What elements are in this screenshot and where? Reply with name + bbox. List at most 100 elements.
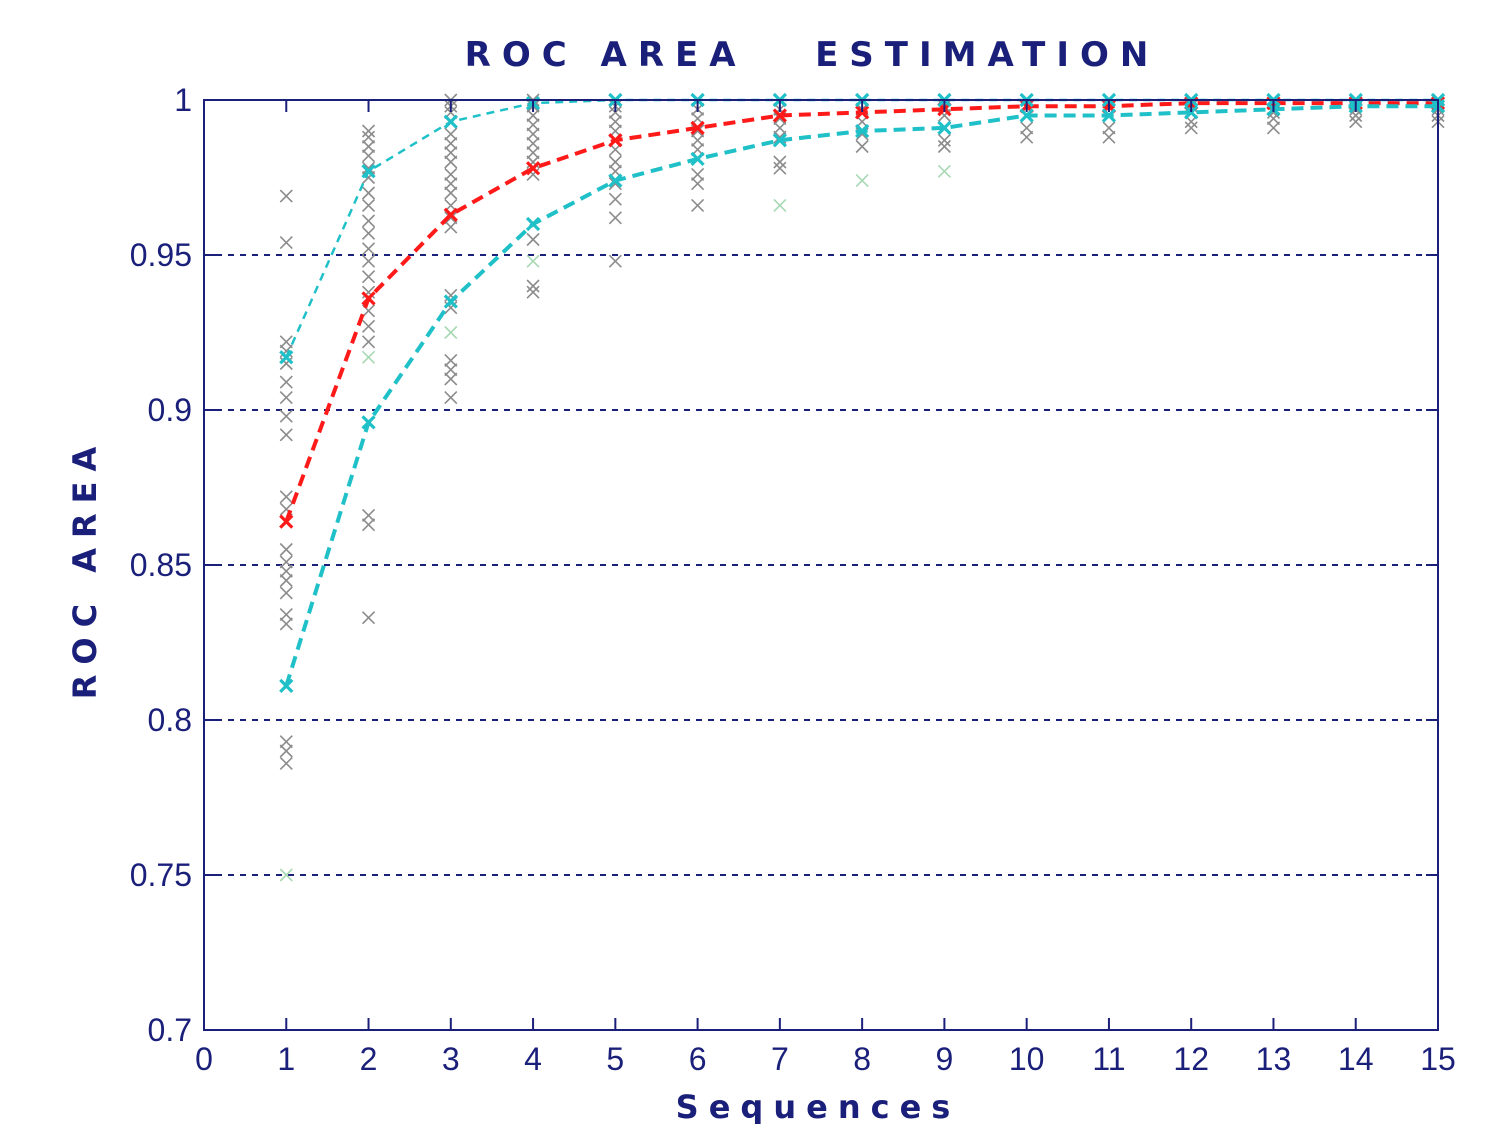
sample-marker: [444, 391, 458, 405]
x-tick-label: 9: [936, 1041, 954, 1077]
sample-marker: [361, 198, 376, 212]
lower-series-point: [690, 151, 705, 167]
sample-marker: [279, 409, 293, 423]
sample-marker: [444, 155, 458, 169]
sample-marker: [361, 139, 376, 154]
sample-marker: [444, 127, 458, 141]
outlier-marker: [773, 198, 787, 212]
lower-series-point: [1101, 108, 1117, 123]
sample-marker: [361, 611, 376, 625]
sample-marker: [1020, 121, 1034, 135]
mean-series-point: [608, 133, 623, 148]
sample-marker: [1102, 121, 1116, 135]
sample-marker: [608, 115, 622, 129]
mean-series-point: [772, 108, 787, 123]
outlier-marker: [361, 350, 376, 364]
sample-marker: [279, 189, 293, 203]
sample-marker: [361, 130, 376, 144]
upper-series-line: [285, 98, 1438, 358]
sample-marker: [279, 744, 293, 758]
y-tick-label: 1: [174, 82, 192, 118]
sample-marker: [691, 198, 705, 212]
y-tick-label: 0.7: [148, 1012, 192, 1048]
sample-marker: [279, 542, 293, 557]
y-tick-label: 0.85: [130, 547, 192, 583]
lower-series-point: [772, 133, 787, 148]
sample-marker: [361, 508, 376, 522]
sample-marker: [444, 353, 458, 367]
x-tick-label: 12: [1173, 1041, 1209, 1077]
outlier-marker: [937, 164, 951, 178]
sample-marker: [279, 735, 293, 749]
sample-marker: [279, 564, 293, 578]
sample-marker: [1184, 121, 1198, 135]
outlier-marker: [526, 254, 540, 268]
lower-series-point: [855, 123, 870, 139]
sample-marker: [608, 192, 622, 206]
sample-marker: [361, 270, 376, 284]
mean-series-point: [855, 105, 870, 120]
x-tick-label: 7: [771, 1041, 789, 1077]
lower-series-point: [608, 173, 623, 188]
sample-marker: [444, 146, 458, 160]
mean-series-point: [525, 161, 541, 176]
sample-marker: [526, 136, 540, 150]
outlier-marker: [855, 174, 869, 188]
sample-marker: [361, 518, 376, 532]
lower-series-point: [1184, 105, 1199, 120]
x-tick-label: 2: [360, 1041, 378, 1077]
x-tick-label: 11: [1092, 1041, 1125, 1077]
sample-marker: [361, 335, 376, 349]
x-axis-label: Sequences: [676, 1088, 961, 1124]
lower-series-point: [1019, 108, 1034, 123]
sample-marker: [526, 232, 540, 247]
sample-marker: [608, 105, 622, 119]
x-tick-label: 4: [524, 1041, 542, 1077]
sample-marker: [361, 161, 376, 175]
sample-marker: [361, 226, 376, 240]
sample-marker: [1020, 130, 1034, 144]
sample-marker: [444, 363, 458, 377]
sample-marker: [279, 428, 293, 442]
outlier-marker: [444, 325, 458, 340]
upper-series-point: [443, 114, 458, 129]
sample-marker: [279, 617, 293, 631]
grid-layer: [204, 254, 1438, 876]
sample-marker: [526, 118, 540, 132]
sample-marker: [444, 177, 458, 191]
x-tick-label: 3: [442, 1041, 460, 1077]
upper-series-point: [279, 350, 294, 365]
lower-series-point: [443, 294, 458, 309]
sample-marker: [608, 155, 622, 169]
sample-marker: [855, 139, 869, 154]
lower-series-line: [284, 104, 1438, 687]
sample-marker: [773, 121, 787, 135]
sample-marker: [279, 375, 293, 389]
sample-marker: [1102, 130, 1116, 144]
sample-marker: [937, 133, 951, 147]
x-tick-label: 15: [1420, 1041, 1456, 1077]
sample-marker: [361, 242, 376, 256]
mean-series-point: [690, 120, 705, 136]
x-tick-label: 13: [1256, 1041, 1292, 1077]
sample-marker: [608, 211, 622, 225]
mean-series-point: [361, 291, 376, 306]
sample-marker: [444, 167, 458, 181]
upper-series-point: [361, 164, 376, 179]
sample-marker: [279, 490, 293, 504]
mean-series-point: [279, 514, 294, 529]
sample-marker: [608, 254, 622, 268]
sample-marker: [279, 555, 293, 569]
sample-marker: [691, 167, 705, 181]
chart-title: ROC AREA ESTIMATION: [465, 35, 1160, 75]
y-tick-label: 0.95: [130, 237, 192, 273]
sample-marker: [773, 161, 787, 175]
sample-marker: [444, 136, 458, 150]
sample-marker: [279, 573, 293, 588]
sample-marker: [937, 139, 951, 154]
sample-marker: [526, 146, 540, 160]
y-tick-label: 0.8: [148, 702, 192, 738]
sample-marker: [691, 133, 705, 147]
